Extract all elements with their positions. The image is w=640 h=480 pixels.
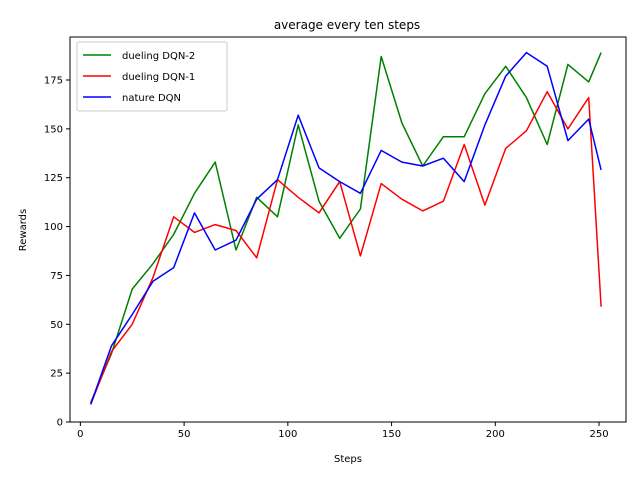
x-tick-label: 150 — [382, 429, 401, 440]
y-tick-label: 75 — [50, 271, 63, 282]
plot-frame — [69, 36, 627, 423]
chart-title: average every ten steps — [274, 18, 420, 32]
series-line-2 — [90, 90, 602, 405]
plot-area — [89, 51, 602, 405]
legend-label-2: dueling DQN-1 — [122, 72, 195, 83]
y-axis: 0 25 50 75 100 125 150 175 — [44, 75, 70, 429]
series-line-1 — [90, 52, 602, 403]
y-tick-label: 0 — [57, 418, 63, 429]
y-tick-label: 100 — [44, 222, 63, 233]
x-tick-label: 200 — [486, 429, 505, 440]
y-tick-label: 25 — [50, 369, 63, 380]
series-line-3 — [89, 51, 602, 405]
y-tick-label: 175 — [44, 75, 63, 86]
y-axis-label: Rewards — [18, 209, 29, 251]
legend-label-1: dueling DQN-2 — [122, 51, 195, 62]
x-axis: 0 50 100 150 200 250 — [77, 422, 609, 440]
y-tick-label: 50 — [50, 320, 63, 331]
y-tick-label: 150 — [44, 124, 63, 135]
y-tick-label: 125 — [44, 173, 63, 184]
x-tick-label: 100 — [278, 429, 297, 440]
x-tick-label: 250 — [589, 429, 608, 440]
legend: dueling DQN-2 dueling DQN-1 nature DQN — [76, 41, 228, 112]
x-tick-label: 0 — [77, 429, 83, 440]
x-axis-label: Steps — [334, 454, 362, 465]
legend-box — [76, 41, 228, 112]
legend-label-3: nature DQN — [122, 93, 181, 104]
x-tick-label: 50 — [178, 429, 191, 440]
